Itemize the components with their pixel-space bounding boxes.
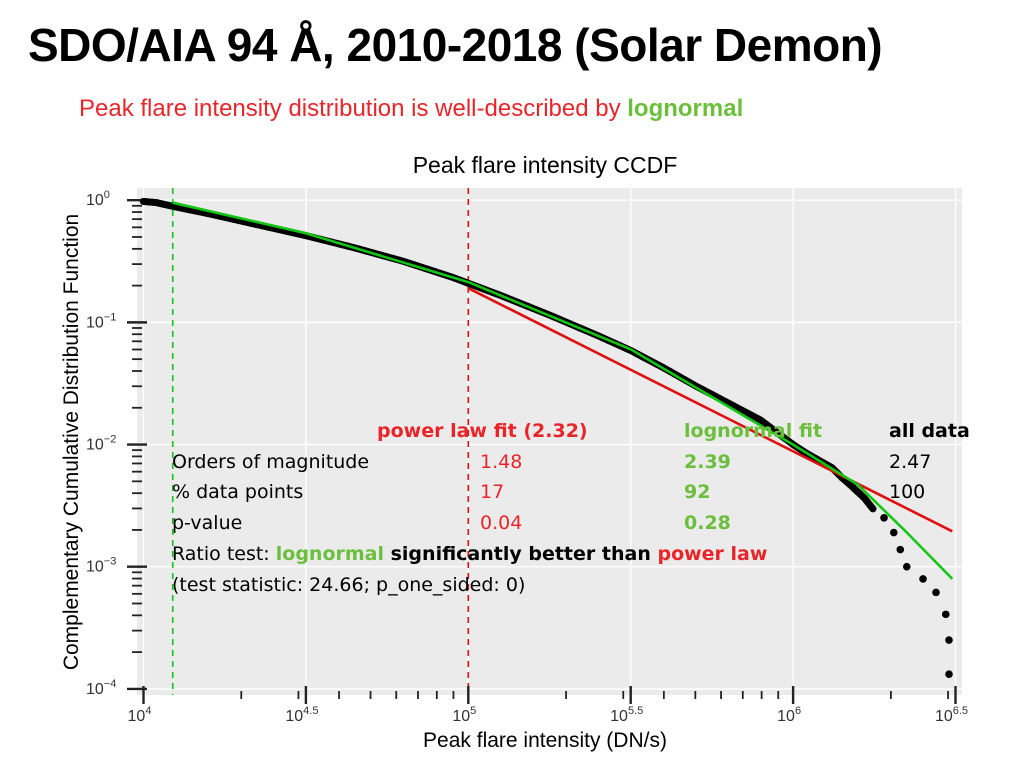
x-tick-label: 104 bbox=[128, 705, 152, 725]
data-point bbox=[869, 505, 877, 513]
data-point bbox=[896, 545, 905, 554]
test-statistic-line: (test statistic: 24.66; p_one_sided: 0) bbox=[172, 574, 526, 596]
header-lognormal: lognormal fit bbox=[684, 420, 823, 442]
lognormal-fit-line bbox=[172, 201, 954, 580]
fit-lines bbox=[172, 201, 954, 580]
row-orders-all: 2.47 bbox=[889, 451, 932, 473]
row-orders-lognormal: 2.39 bbox=[684, 451, 731, 473]
ratio-middle: significantly better than bbox=[384, 543, 658, 565]
row-orders-powerlaw: 1.48 bbox=[480, 451, 523, 473]
y-tick-label: 10−3 bbox=[86, 556, 116, 576]
vertical-lines bbox=[171, 188, 470, 695]
slide-title: SDO/AIA 94 Å, 2010-2018 (Solar Demon) bbox=[28, 19, 883, 71]
row-label-orders: Orders of magnitude bbox=[172, 451, 370, 473]
slide-subtitle: Peak flare intensity distribution is wel… bbox=[79, 95, 743, 123]
row-percent-powerlaw: 17 bbox=[480, 481, 505, 503]
chart-title: Peak flare intensity CCDF bbox=[413, 152, 678, 178]
y-tick-label: 100 bbox=[86, 189, 110, 209]
x-tick-label: 104.5 bbox=[285, 705, 318, 725]
data-point bbox=[889, 528, 898, 537]
row-percent-all: 100 bbox=[889, 481, 926, 503]
plot-panel bbox=[137, 188, 962, 695]
subtitle-text: Peak flare intensity distribution is wel… bbox=[79, 95, 628, 122]
row-percent-lognormal: 92 bbox=[684, 481, 711, 503]
y-tick-label: 10−2 bbox=[86, 434, 116, 454]
data-point bbox=[902, 562, 911, 571]
subtitle-accent: lognormal bbox=[627, 95, 744, 122]
y-tick-label: 10−1 bbox=[86, 311, 116, 331]
row-pvalue-lognormal: 0.28 bbox=[684, 512, 731, 534]
y-tick-label: 10−4 bbox=[86, 678, 116, 698]
x-tick-label: 106.5 bbox=[935, 705, 968, 725]
x-tick-label: 106 bbox=[777, 705, 801, 725]
row-pvalue-powerlaw: 0.04 bbox=[480, 512, 523, 534]
row-label-percent: % data points bbox=[172, 481, 304, 503]
data-point bbox=[945, 670, 953, 679]
ratio-prefix: Ratio test: bbox=[172, 543, 276, 565]
row-label-pvalue: p-value bbox=[172, 512, 243, 534]
x-axis-label: Peak flare intensity (DN/s) bbox=[423, 729, 667, 752]
y-axis-label: Complementary Cumulative Distribution Fu… bbox=[60, 214, 83, 670]
x-tick-label: 105 bbox=[452, 705, 476, 725]
data-point bbox=[941, 610, 950, 619]
data-point bbox=[945, 636, 953, 644]
data-point bbox=[919, 575, 927, 583]
axis-ticks bbox=[127, 199, 957, 704]
header-powerlaw: power law fit (2.32) bbox=[377, 420, 588, 442]
grid-lines bbox=[137, 188, 962, 695]
data-point bbox=[880, 514, 888, 522]
x-tick-labels: 104 104.5 105 105.5 106 106.5 bbox=[128, 705, 969, 725]
x-tick-label: 105.5 bbox=[610, 705, 643, 725]
y-tick-labels: 100 10−1 10−2 10−3 10−4 bbox=[86, 189, 116, 698]
ratio-lognormal: lognormal bbox=[275, 543, 384, 565]
data-point bbox=[932, 588, 940, 597]
header-alldata: all data bbox=[889, 420, 970, 442]
ratio-test-line: Ratio test: lognormal significantly bett… bbox=[172, 543, 767, 565]
ratio-powerlaw: power law bbox=[657, 543, 768, 565]
powerlaw-fit-line bbox=[467, 287, 953, 533]
